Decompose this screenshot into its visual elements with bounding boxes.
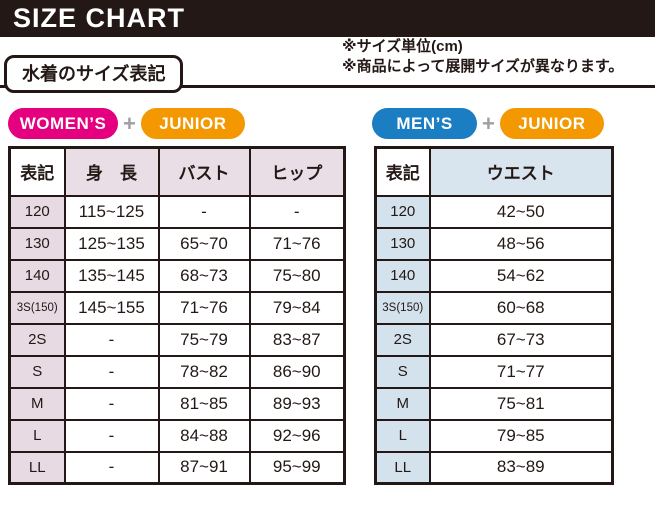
- value-cell: -: [157, 194, 251, 229]
- junior-badge: JUNIOR: [140, 108, 245, 139]
- section-label: 水着のサイズ表記: [4, 55, 184, 93]
- womens-badge: WOMEN’S: [8, 108, 118, 139]
- table-row: M -81~85 89~93: [8, 386, 346, 421]
- value-cell: 42~50: [428, 194, 614, 229]
- value-cell: 84~88: [157, 418, 251, 453]
- table-row: 140 135~145 68~73 75~80: [8, 258, 346, 293]
- size-label-cell: M: [8, 386, 66, 421]
- value-cell: -: [63, 418, 160, 453]
- value-cell: -: [248, 194, 346, 229]
- value-cell: 79~84: [248, 290, 346, 325]
- column-header: 表記: [8, 146, 66, 197]
- value-cell: -: [63, 322, 160, 357]
- note-availability: ※商品によって展開サイズが異なります。: [342, 58, 624, 75]
- size-label-cell: 120: [374, 194, 431, 229]
- value-cell: 115~125: [63, 194, 160, 229]
- value-cell: 92~96: [248, 418, 346, 453]
- table-row: LL -87~91 95~99: [8, 450, 346, 485]
- value-cell: 87~91: [157, 450, 251, 485]
- table-row: 3S(150) 60~68: [374, 290, 614, 325]
- mens-badge: MEN’S: [372, 108, 477, 139]
- value-cell: 75~79: [157, 322, 251, 357]
- value-cell: 71~76: [157, 290, 251, 325]
- size-label-cell: 130: [374, 226, 431, 261]
- note-unit: ※サイズ単位(cm): [342, 38, 463, 55]
- size-label-cell: 3S(150): [374, 290, 431, 325]
- column-header: ヒップ: [248, 146, 346, 197]
- section-divider: [0, 85, 655, 88]
- table-row: 3S(150) 145~155 71~76 79~84: [8, 290, 346, 325]
- value-cell: 83~89: [428, 450, 614, 485]
- size-label-cell: M: [374, 386, 431, 421]
- value-cell: 81~85: [157, 386, 251, 421]
- size-label-cell: S: [8, 354, 66, 389]
- size-label-cell: 120: [8, 194, 66, 229]
- plus-sign: +: [482, 110, 495, 136]
- plus-sign: +: [123, 110, 136, 136]
- value-cell: -: [63, 354, 160, 389]
- size-label-cell: LL: [374, 450, 431, 485]
- value-cell: 83~87: [248, 322, 346, 357]
- size-label-cell: LL: [8, 450, 66, 485]
- mens-badge-group: MEN’S + JUNIOR: [372, 108, 604, 139]
- table-header-row: 表記 ウエスト: [374, 146, 614, 197]
- value-cell: 54~62: [428, 258, 614, 293]
- table-row: L -84~88 92~96: [8, 418, 346, 453]
- size-label-cell: L: [8, 418, 66, 453]
- table-row: L 79~85: [374, 418, 614, 453]
- value-cell: 135~145: [63, 258, 160, 293]
- table-row: 120 115~125- -: [8, 194, 346, 229]
- size-label-cell: 3S(150): [8, 290, 66, 325]
- value-cell: 95~99: [248, 450, 346, 485]
- table-row: LL 83~89: [374, 450, 614, 485]
- table-row: 130 125~135 65~70 71~76: [8, 226, 346, 261]
- womens-badge-group: WOMEN’S + JUNIOR: [8, 108, 245, 139]
- size-notes: ※サイズ単位(cm) ※商品によって展開サイズが異なります。: [342, 37, 623, 77]
- table-row: S 71~77: [374, 354, 614, 389]
- page-title: SIZE CHART: [13, 3, 185, 33]
- value-cell: 48~56: [428, 226, 614, 261]
- size-label-cell: 2S: [374, 322, 431, 357]
- table-row: 140 54~62: [374, 258, 614, 293]
- value-cell: 65~70: [157, 226, 251, 261]
- value-cell: 71~77: [428, 354, 614, 389]
- junior-badge: JUNIOR: [499, 108, 604, 139]
- value-cell: 86~90: [248, 354, 346, 389]
- value-cell: 75~81: [428, 386, 614, 421]
- value-cell: 68~73: [157, 258, 251, 293]
- column-header: 表記: [374, 146, 431, 197]
- value-cell: 125~135: [63, 226, 160, 261]
- column-header: 身 長: [63, 146, 160, 197]
- column-header: ウエスト: [428, 146, 614, 197]
- size-label-cell: L: [374, 418, 431, 453]
- table-row: S -78~82 86~90: [8, 354, 346, 389]
- size-label-cell: 140: [374, 258, 431, 293]
- table-row: M 75~81: [374, 386, 614, 421]
- size-label-cell: 2S: [8, 322, 66, 357]
- size-label-cell: S: [374, 354, 431, 389]
- table-header-row: 表記身 長バスト ヒップ: [8, 146, 346, 197]
- size-label-cell: 140: [8, 258, 66, 293]
- value-cell: -: [63, 386, 160, 421]
- column-header: バスト: [157, 146, 251, 197]
- value-cell: 71~76: [248, 226, 346, 261]
- value-cell: 75~80: [248, 258, 346, 293]
- value-cell: 89~93: [248, 386, 346, 421]
- table-row: 120 42~50: [374, 194, 614, 229]
- size-label-cell: 130: [8, 226, 66, 261]
- womens-size-table: 表記身 長バスト ヒップ 120 115~125- -130 125~135 65~70 7…: [8, 146, 346, 485]
- value-cell: 145~155: [63, 290, 160, 325]
- table-row: 2S -75~79 83~87: [8, 322, 346, 357]
- table-row: 2S 67~73: [374, 322, 614, 357]
- value-cell: 67~73: [428, 322, 614, 357]
- value-cell: 78~82: [157, 354, 251, 389]
- header-banner: SIZE CHART: [0, 0, 655, 37]
- value-cell: -: [63, 450, 160, 485]
- value-cell: 60~68: [428, 290, 614, 325]
- table-row: 130 48~56: [374, 226, 614, 261]
- mens-size-table: 表記 ウエスト 120 42~50 130 48~56 140 54~62 3S(150) 60…: [374, 146, 614, 485]
- value-cell: 79~85: [428, 418, 614, 453]
